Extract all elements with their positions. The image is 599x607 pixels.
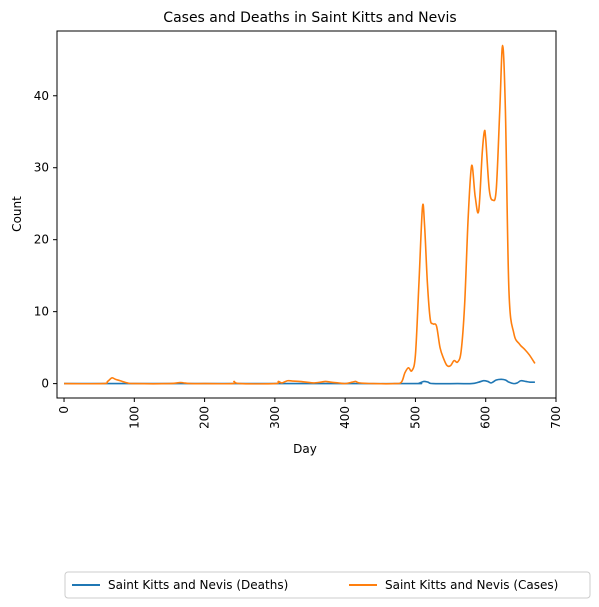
legend-label: Saint Kitts and Nevis (Deaths)	[108, 578, 288, 592]
x-axis-label: Day	[293, 442, 317, 456]
y-axis-label: Count	[10, 196, 24, 232]
y-tick-label: 40	[34, 89, 49, 103]
legend-label: Saint Kitts and Nevis (Cases)	[385, 578, 558, 592]
y-tick-label: 10	[34, 305, 49, 319]
x-tick-label: 200	[198, 406, 212, 429]
x-tick-label: 0	[57, 406, 71, 414]
y-tick-label: 20	[34, 233, 49, 247]
chart-title: Cases and Deaths in Saint Kitts and Nevi…	[163, 10, 456, 26]
x-tick-label: 100	[127, 406, 141, 429]
legend-box	[64, 571, 591, 599]
series-line-cases	[64, 44, 536, 385]
plot-frame	[56, 30, 557, 399]
x-tick-label: 300	[268, 406, 282, 429]
y-tick-label: 0	[41, 377, 49, 391]
x-tick-label: 400	[338, 406, 352, 429]
x-axis: 0 100 200 300 400 500 600 700	[57, 398, 563, 429]
legend: Saint Kitts and Nevis (Deaths) Saint Kitt…	[64, 571, 591, 599]
x-tick-label: 500	[408, 406, 422, 429]
plot-area	[64, 44, 536, 385]
y-tick-label: 30	[34, 161, 49, 175]
y-axis: 0 10 20 30 40	[34, 89, 57, 391]
x-tick-label: 700	[549, 406, 563, 429]
x-tick-label: 600	[479, 406, 493, 429]
